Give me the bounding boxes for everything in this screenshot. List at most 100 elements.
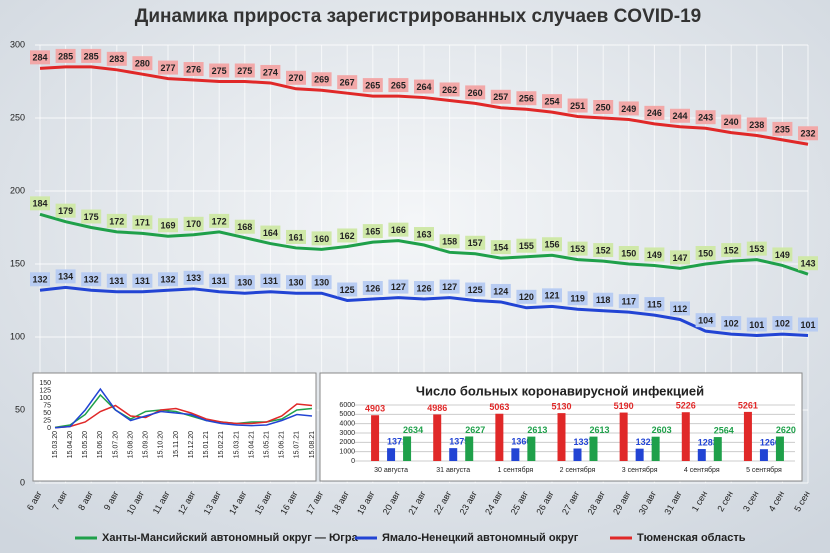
label-box: [490, 240, 511, 255]
data-label: 130: [314, 278, 329, 288]
label-box: [388, 222, 409, 237]
label-box: [772, 316, 793, 331]
bar: [775, 436, 784, 461]
label-box: [158, 218, 178, 233]
data-label: 276: [186, 64, 201, 74]
label-box: [644, 297, 665, 312]
data-label: 127: [442, 282, 457, 292]
data-label: 102: [724, 318, 739, 328]
y-tick-label: 5000: [339, 411, 355, 418]
data-label: 238: [749, 120, 764, 130]
x-tick-label: 15.04.21: [248, 431, 255, 458]
data-label: 1360: [511, 437, 531, 447]
label-box: [81, 272, 102, 287]
label-box: [362, 281, 383, 296]
data-label: 165: [365, 226, 380, 236]
y-tick-label: 0: [20, 477, 25, 487]
data-label: 102: [775, 318, 790, 328]
label-box: [55, 269, 76, 284]
label-box: [337, 228, 358, 243]
x-tick-label: 15.05.20: [82, 431, 89, 458]
x-tick-label: 15.05.21: [263, 431, 270, 458]
data-label: 284: [32, 53, 47, 63]
label-box: [337, 282, 358, 297]
y-tick-label: 3000: [339, 430, 355, 437]
label-box: [260, 64, 281, 79]
data-label: 133: [186, 273, 201, 283]
label-box: [465, 85, 486, 100]
series-line: [39, 212, 809, 276]
bar: [527, 436, 536, 461]
label-box: [81, 48, 102, 63]
label-box: [721, 316, 742, 331]
bar: [651, 436, 660, 461]
bar: [635, 448, 644, 461]
label-box: [490, 283, 511, 298]
data-label: 150: [698, 248, 713, 258]
bar: [697, 449, 706, 461]
legend-label: Ханты-Мансийский автономный округ — Югра: [102, 532, 359, 544]
y-tick-label: 250: [10, 112, 25, 122]
data-label: 132: [32, 275, 47, 285]
data-label: 1283: [698, 437, 718, 447]
data-label: 1379: [449, 437, 469, 447]
label-box: [286, 70, 306, 85]
data-label: 179: [58, 206, 73, 216]
label-box: [209, 63, 230, 78]
data-label: 157: [468, 238, 483, 248]
x-tick-label: 5 сентября: [746, 466, 782, 474]
data-label: 161: [288, 232, 303, 242]
y-tick-label: 100: [10, 331, 25, 341]
y-tick-label: 50: [43, 410, 51, 417]
data-label: 269: [314, 75, 329, 85]
label-box: [746, 317, 767, 332]
label-box: [516, 238, 537, 253]
data-label: 101: [800, 320, 815, 330]
label-box: [721, 243, 742, 258]
data-label: 172: [109, 216, 124, 226]
data-label: 121: [544, 291, 559, 301]
data-label: 274: [263, 67, 278, 77]
label-box: [183, 270, 204, 285]
data-label: 125: [468, 285, 483, 295]
data-label: 240: [724, 117, 739, 127]
data-label: 131: [263, 276, 278, 286]
label-box: [593, 243, 614, 258]
label-box: [55, 203, 76, 218]
data-label: 156: [544, 240, 559, 250]
label-box: [593, 100, 614, 114]
data-label: 235: [775, 124, 790, 134]
y-tick-label: 300: [10, 39, 25, 49]
data-label: 246: [647, 108, 662, 118]
data-label: 4986: [427, 403, 447, 413]
bar: [573, 448, 582, 461]
data-label: 168: [237, 222, 252, 232]
label-box: [132, 215, 153, 230]
bar: [511, 448, 520, 461]
data-label: 5226: [676, 401, 696, 411]
y-tick-label: 0: [351, 458, 355, 465]
label-box: [695, 246, 716, 260]
label-box: [106, 273, 127, 288]
data-label: 256: [519, 94, 534, 104]
x-tick-label: 15.11.20: [173, 431, 180, 458]
x-tick-label: 15.07.21: [294, 431, 301, 458]
data-label: 1371: [387, 437, 407, 447]
y-tick-label: 4000: [339, 421, 355, 428]
label-box: [106, 51, 127, 66]
label-box: [567, 98, 588, 113]
data-label: 1337: [573, 437, 593, 447]
x-tick-label: 1 сентября: [497, 466, 533, 474]
bar: [433, 414, 442, 461]
label-box: [183, 62, 204, 77]
y-tick-label: 200: [10, 185, 25, 195]
data-label: 2564: [714, 425, 734, 435]
label-box: [746, 241, 767, 256]
x-tick-label: 15.01.21: [203, 431, 210, 458]
data-label: 155: [519, 241, 534, 251]
x-tick-label: 15.08.21: [309, 431, 316, 458]
data-label: 130: [237, 278, 252, 288]
y-tick-label: 75: [43, 402, 51, 409]
data-label: 115: [647, 299, 662, 309]
